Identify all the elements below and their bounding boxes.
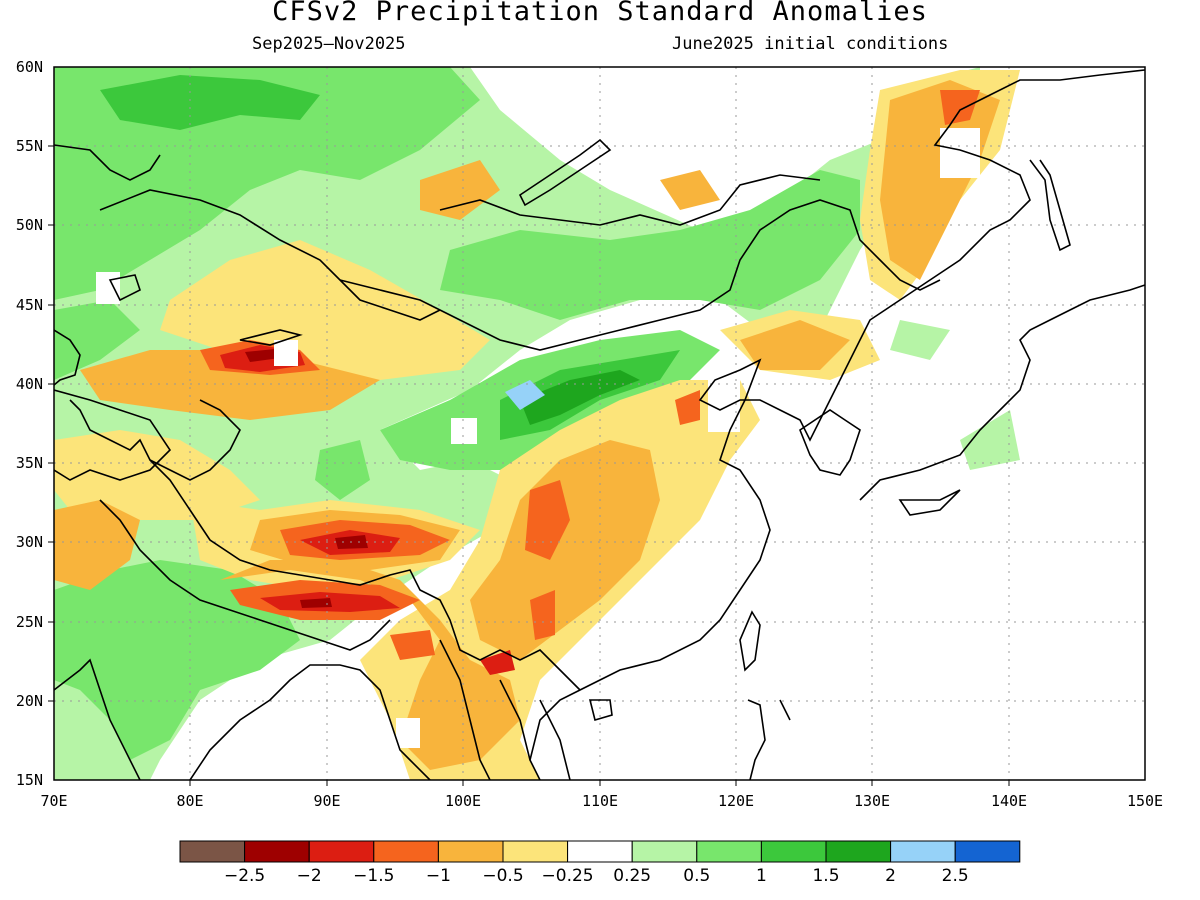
anomaly-region-red [220, 345, 515, 675]
coastline-baikal [518, 138, 612, 207]
anomaly-region-orange [470, 440, 660, 660]
colorbar-label: 0.25 [613, 866, 651, 886]
border-china-mongolia [339, 199, 941, 351]
colorbar-label: −0.5 [482, 866, 523, 886]
coastline-hainan [588, 699, 613, 722]
colorbar-swatch [631, 840, 698, 863]
anomaly-region-lightblue [255, 333, 545, 410]
lon-label: 80E [176, 792, 203, 810]
anomaly-field [54, 67, 1020, 780]
colorbar-swatch [890, 840, 956, 863]
coastline-korea [799, 409, 861, 476]
colorbar-label: −0.25 [542, 866, 594, 886]
coastline-taiwan [739, 610, 761, 672]
lat-label: 40N [16, 375, 43, 393]
lon-label: 130E [854, 792, 890, 810]
anomaly-region-green-2 [54, 300, 140, 380]
border-central-asia [54, 389, 172, 481]
border-himalaya [149, 459, 581, 691]
anomaly-region-midgreen [100, 75, 680, 440]
coastline-aral [108, 274, 141, 302]
lon-label: 120E [718, 792, 754, 810]
forecast-period: Sep2025–Nov2025 [252, 34, 406, 54]
colorbar-label: 2 [885, 866, 896, 886]
anomaly-region-green-3 [440, 170, 860, 320]
lat-label: 55N [16, 137, 43, 155]
colorbar-label: −2.5 [224, 866, 265, 886]
map-title: CFSv2 Precipitation Standard Anomalies [272, 0, 928, 27]
lon-label: 110E [582, 792, 618, 810]
colorbar-swatch [954, 840, 1021, 863]
coastline-arctic [54, 144, 161, 181]
colorbar-swatch [437, 840, 504, 863]
anomaly-region-lightyellow [54, 430, 260, 520]
lat-label: 35N [16, 454, 43, 472]
colorbar-swatch [244, 840, 310, 863]
colorbar: −2.5 −2 −1.5 −1 −0.5 −0.25 0.25 0.5 1 1.5 2 2.5 [179, 840, 1021, 886]
lat-label: 30N [16, 533, 43, 551]
colorbar-label: −1.5 [353, 866, 394, 886]
colorbar-swatch [696, 840, 762, 863]
coastline-philippines [747, 699, 791, 780]
colorbar-swatch [567, 840, 633, 863]
lon-label: 100E [445, 792, 481, 810]
axis-ticks [48, 145, 1010, 786]
anomaly-region-darkred [245, 349, 368, 608]
border-mongolia-russia [439, 174, 821, 226]
colorbar-label: 2.5 [942, 866, 969, 886]
lat-label: 25N [16, 613, 43, 631]
colorbar-swatch [760, 840, 827, 863]
colorbar-label: −1 [426, 866, 451, 886]
colorbar-label: −2 [297, 866, 322, 886]
anomaly-region-orange-3 [220, 560, 520, 770]
anomaly-region-orange-4 [54, 80, 1000, 590]
colorbar-label: 0.5 [683, 866, 710, 886]
colorbar-swatch [825, 840, 892, 863]
lat-label: 60N [16, 58, 43, 76]
lon-label: 140E [991, 792, 1027, 810]
colorbar-swatch [308, 840, 375, 863]
colorbar-swatch [373, 840, 439, 863]
anomaly-region-darkgreen [520, 370, 640, 425]
coastline-south-asia [54, 658, 431, 780]
lat-label: 20N [16, 692, 43, 710]
longitude-labels: 70E 80E 90E 100E 110E 120E 130E 140E 150… [40, 792, 1163, 810]
colorbar-swatch [502, 840, 569, 863]
coastline-east-asia [529, 69, 1145, 780]
anomaly-region-lightgreen-2 [890, 320, 1020, 470]
anomaly-region-green-6 [315, 440, 370, 500]
country-borders [54, 174, 941, 780]
coastline-balkhash [239, 329, 303, 346]
border-russia-kazakhstan [99, 189, 441, 321]
lat-label: 50N [16, 216, 43, 234]
coastline-caspian [54, 329, 81, 386]
coastline-sakhalin [1029, 159, 1071, 252]
coastline-japan [859, 284, 1145, 516]
lon-label: 70E [40, 792, 67, 810]
border-india [99, 499, 391, 651]
lat-label: 45N [16, 296, 43, 314]
coastlines-and-borders [54, 69, 1145, 780]
border-china-west [69, 399, 241, 481]
lon-label: 90E [313, 792, 340, 810]
lat-label: 15N [16, 771, 43, 789]
border-southeast-asia [439, 639, 571, 780]
colorbar-label: 1.5 [812, 866, 839, 886]
initial-conditions: June2025 initial conditions [672, 34, 949, 54]
anomaly-region-green-5 [54, 560, 300, 760]
latitude-labels: 15N 20N 25N 30N 35N 40N 45N 50N 55N 60N [16, 58, 43, 789]
colorbar-swatch [179, 840, 246, 863]
colorbar-label: 1 [756, 866, 767, 886]
lon-label: 150E [1127, 792, 1163, 810]
